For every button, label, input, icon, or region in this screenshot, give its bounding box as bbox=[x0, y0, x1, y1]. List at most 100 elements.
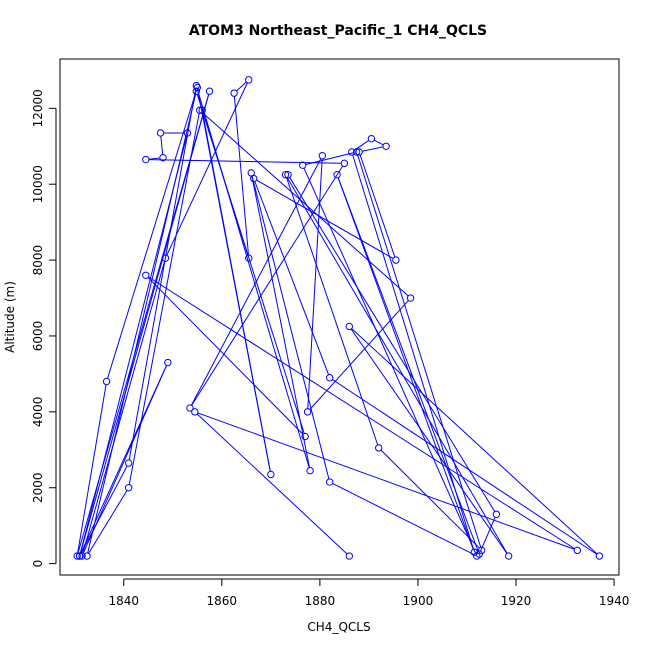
y-tick-label: 8000 bbox=[31, 245, 45, 276]
data-point bbox=[156, 129, 165, 137]
series-segment bbox=[309, 300, 409, 410]
x-tick-label: 1920 bbox=[501, 594, 532, 608]
data-point bbox=[142, 155, 150, 164]
y-tick-label: 0 bbox=[31, 560, 45, 568]
series-segment bbox=[148, 276, 575, 550]
data-point bbox=[475, 550, 483, 558]
data-point bbox=[159, 153, 167, 162]
series-segment bbox=[337, 177, 479, 552]
data-point bbox=[183, 129, 192, 137]
series-segment bbox=[373, 139, 384, 146]
data-point bbox=[382, 142, 390, 150]
series-segment bbox=[77, 94, 210, 554]
series-segment bbox=[256, 179, 394, 259]
data-point bbox=[345, 322, 354, 331]
data-point bbox=[102, 377, 111, 386]
data-point bbox=[325, 374, 334, 382]
series-segment bbox=[337, 177, 474, 550]
data-point bbox=[355, 148, 363, 156]
data-point bbox=[595, 552, 604, 560]
data-point bbox=[478, 546, 486, 555]
series-segment bbox=[332, 379, 597, 555]
data-point bbox=[205, 87, 214, 95]
x-tick-label: 1940 bbox=[599, 594, 630, 608]
y-tick-label: 4000 bbox=[31, 397, 45, 428]
data-point bbox=[267, 470, 275, 479]
data-point bbox=[504, 552, 513, 560]
series-segment bbox=[286, 177, 508, 554]
data-point bbox=[470, 548, 479, 556]
data-point bbox=[142, 271, 150, 279]
data-point bbox=[249, 174, 258, 183]
x-tick-label: 1840 bbox=[108, 594, 139, 608]
data-point bbox=[318, 152, 327, 160]
series-segment bbox=[201, 111, 409, 297]
data-point bbox=[161, 254, 170, 262]
series-segment bbox=[251, 175, 310, 468]
series-segment bbox=[305, 152, 354, 165]
series-segment bbox=[236, 81, 247, 92]
series-segment bbox=[307, 158, 323, 409]
series-segment bbox=[233, 96, 249, 256]
data-point bbox=[492, 510, 501, 518]
data-point bbox=[124, 459, 133, 467]
series-segment bbox=[362, 146, 384, 152]
data-point bbox=[406, 294, 415, 302]
data-point bbox=[473, 552, 481, 560]
series-segment bbox=[82, 261, 166, 554]
y-tick-label: 6000 bbox=[31, 321, 45, 352]
series-segment bbox=[80, 465, 128, 554]
series-segment bbox=[166, 82, 248, 256]
data-point bbox=[392, 256, 400, 264]
series-segment bbox=[350, 328, 508, 554]
series-segment bbox=[128, 113, 200, 485]
series-segment bbox=[286, 177, 379, 446]
data-point bbox=[230, 89, 238, 97]
series-segment bbox=[196, 413, 348, 555]
series-segment bbox=[254, 181, 330, 375]
data-point bbox=[191, 408, 199, 416]
data-point bbox=[325, 478, 334, 486]
series-segment bbox=[197, 412, 575, 550]
data-point bbox=[75, 552, 84, 560]
data-point bbox=[301, 432, 309, 441]
series-segment bbox=[202, 113, 271, 472]
x-tick-label: 1880 bbox=[305, 594, 336, 608]
data-point bbox=[281, 171, 290, 179]
data-point bbox=[367, 134, 376, 143]
series-segment bbox=[160, 136, 164, 155]
data-point bbox=[124, 484, 133, 492]
series-segment bbox=[148, 157, 160, 160]
series-segment bbox=[196, 88, 310, 468]
plot-frame bbox=[59, 58, 620, 576]
data-point bbox=[83, 552, 91, 560]
data-point bbox=[333, 171, 341, 179]
series-segment bbox=[191, 165, 344, 406]
data-point bbox=[198, 106, 206, 114]
data-point bbox=[245, 76, 253, 84]
data-point bbox=[306, 466, 314, 475]
data-point bbox=[73, 552, 81, 560]
axes: 1840 1860 1880 1900 1920 1940 0 2000 4000 6000 800… bbox=[31, 89, 629, 608]
series-segment bbox=[332, 483, 475, 556]
data-point bbox=[192, 87, 201, 95]
series-segment bbox=[359, 154, 396, 258]
x-tick-label: 1900 bbox=[403, 594, 434, 608]
y-axis-label: Altitude (m) bbox=[3, 281, 17, 353]
y-tick-label: 10000 bbox=[31, 165, 45, 203]
series-segment bbox=[77, 384, 107, 553]
data-point bbox=[78, 552, 86, 560]
series-segment bbox=[80, 365, 168, 554]
data-point bbox=[303, 408, 312, 416]
series-segment bbox=[380, 449, 480, 549]
y-tick-label: 12000 bbox=[31, 89, 45, 127]
data-point bbox=[340, 159, 349, 168]
x-tick-label: 1860 bbox=[207, 594, 238, 608]
data-point bbox=[352, 148, 361, 156]
data-point bbox=[348, 148, 356, 156]
x-axis-label: CH4_QCLS bbox=[307, 620, 370, 634]
data-point bbox=[192, 81, 201, 90]
data-point bbox=[375, 444, 383, 452]
chart-title: ATOM3 Northeast_Pacific_1 CH4_QCLS bbox=[189, 23, 487, 39]
